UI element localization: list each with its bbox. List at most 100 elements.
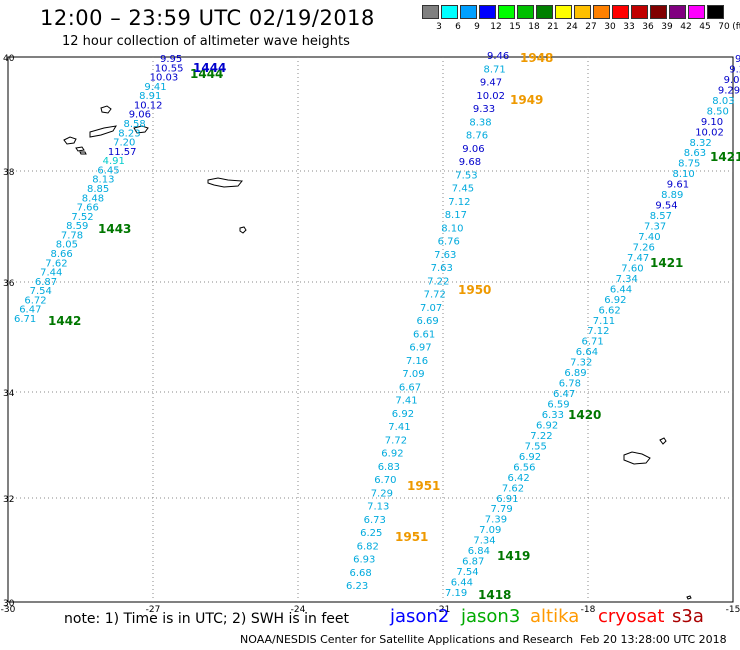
track-value: 6.78 (559, 379, 581, 390)
track-value: 7.54 (30, 286, 52, 297)
track-value: 7.72 (424, 290, 446, 301)
track-value: 7.37 (644, 222, 666, 233)
map-frame (7, 56, 734, 603)
track-value: 9.41 (144, 82, 166, 93)
track-value: 7.39 (485, 515, 507, 526)
track-value: 6.87 (462, 557, 484, 568)
scale-swatch (517, 5, 534, 19)
track-value: 6.73 (364, 515, 386, 526)
track-value: 6.25 (360, 528, 382, 539)
time-label: 1949 (510, 93, 543, 107)
scale-swatch (498, 5, 515, 19)
track-value: 6.84 (468, 546, 490, 557)
track-value: 7.12 (448, 197, 470, 208)
track-value: 7.40 (638, 232, 660, 243)
track-value: 8.71 (484, 64, 506, 75)
footer-source: NOAA/NESDIS Center for Satellite Applica… (240, 633, 574, 646)
time-label: 1420 (568, 408, 601, 422)
island-outline (133, 125, 149, 134)
track-value: 6.71 (14, 314, 36, 325)
track-value: 10.03 (150, 73, 179, 84)
track-value: 7.26 (633, 243, 655, 254)
scale-label: 21 (547, 22, 559, 32)
track-value: 6.92 (381, 449, 403, 460)
track-value: 6.71 (582, 337, 604, 348)
track-value: 6.59 (547, 400, 569, 411)
legend-jason3: jason3 (461, 606, 521, 627)
scale-label: 33 (623, 22, 635, 32)
scale-label: 42 (680, 22, 692, 32)
track-value: 8.38 (469, 117, 491, 128)
track-value: 9.68 (459, 157, 481, 168)
island-outline (239, 226, 247, 234)
scale-swatch (441, 5, 458, 19)
lat-label: 38 (3, 168, 15, 178)
track-value: 6.64 (576, 347, 598, 358)
track-value: 7.41 (388, 422, 410, 433)
island-outline (207, 177, 243, 188)
track-value: 8.58 (124, 119, 146, 130)
track-value: 8.13 (92, 175, 114, 186)
track-value: 10.02 (476, 91, 505, 102)
track-value: 7.53 (455, 170, 477, 181)
lat-label: 34 (3, 389, 15, 399)
track-value: 8.66 (51, 249, 73, 260)
track-value: 7.63 (434, 250, 456, 261)
lat-label: 30 (3, 599, 15, 609)
scale-swatch (536, 5, 553, 19)
scale-unit: (ft) (732, 22, 740, 32)
land-outlines (63, 105, 692, 600)
scale-label: 3 (436, 22, 442, 32)
track-value: 6.67 (399, 382, 421, 393)
lat-label: 36 (3, 279, 15, 289)
track-value: 9.06 (462, 144, 484, 155)
time-label: 1419 (497, 549, 530, 563)
track-value: 6.68 (350, 568, 372, 579)
track-value: 7.12 (587, 326, 609, 337)
track-value: 6.82 (357, 541, 379, 552)
track-value: 7.62 (45, 258, 67, 269)
scale-label: 39 (661, 22, 673, 32)
track-value: 6.76 (438, 237, 460, 248)
footer-timestamp: Feb 20 13:28:00 UTC 2018 (580, 633, 727, 646)
island-outline (100, 105, 112, 114)
track-value: 8.59 (66, 221, 88, 232)
track-value: 8.63 (684, 148, 706, 159)
scale-swatch (688, 5, 705, 19)
track-value: 8.48 (82, 193, 104, 204)
track-value: 8.89 (661, 190, 683, 201)
time-label: 1948 (520, 51, 553, 65)
scale-swatch (650, 5, 667, 19)
track-value: 6.92 (604, 295, 626, 306)
time-label: 1443 (98, 222, 131, 236)
scale-label: 27 (585, 22, 597, 32)
track-value: 7.11 (593, 316, 615, 327)
track-values: 9.9510.5510.039.418.9110.129.068.588.237… (14, 51, 740, 599)
track-value: 8.10 (441, 223, 463, 234)
track-value: 6.83 (378, 462, 400, 473)
island-outline (79, 151, 87, 155)
scale-label: 9 (474, 22, 480, 32)
track-value: 6.93 (353, 555, 375, 566)
track-value: 7.13 (367, 502, 389, 513)
lat-label: 40 (3, 54, 15, 64)
track-value: 6.44 (610, 284, 632, 295)
scale-label: 6 (455, 22, 461, 32)
page-subtitle: 12 hour collection of altimeter wave hei… (62, 34, 350, 49)
track-value: 6.92 (392, 409, 414, 420)
track-value: 7.47 (627, 253, 649, 264)
track-value: 6.92 (536, 421, 558, 432)
scale-swatch (612, 5, 629, 19)
time-label: 1444 (193, 61, 226, 75)
track-value: 4.91 (103, 156, 125, 167)
scale-swatch (669, 5, 686, 19)
track-value: 8.85 (87, 184, 109, 195)
track-value: 6.97 (409, 343, 431, 354)
track-value: 9.46 (487, 51, 509, 62)
scale-swatch (555, 5, 572, 19)
track-value: 7.32 (570, 358, 592, 369)
track-value: 6.44 (451, 578, 473, 589)
lon-label: -24 (291, 605, 306, 615)
track-value: 6.87 (35, 277, 57, 288)
